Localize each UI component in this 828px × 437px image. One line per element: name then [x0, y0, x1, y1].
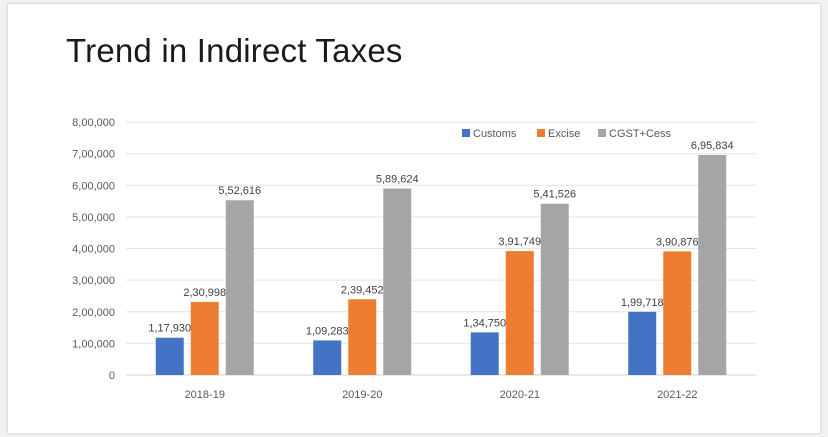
y-tick-label: 1,00,000: [72, 338, 115, 350]
y-tick-label: 0: [109, 370, 115, 382]
data-label: 1,17,930: [148, 323, 191, 335]
data-label: 1,09,283: [306, 325, 349, 337]
bar-cgst-cess: [225, 200, 254, 375]
y-tick-label: 6,00,000: [72, 180, 115, 192]
y-tick-label: 4,00,000: [72, 244, 115, 256]
x-tick-label: 2019-20: [342, 389, 382, 401]
data-label: 3,91,749: [498, 236, 541, 248]
bar-cgst-cess: [698, 154, 727, 375]
data-label: 5,89,624: [376, 174, 419, 186]
bar-cgst-cess: [383, 188, 412, 375]
y-tick-label: 5,00,000: [72, 212, 115, 224]
x-tick-label: 2018-19: [185, 389, 225, 401]
legend-label: Excise: [548, 128, 580, 140]
y-tick-label: 3,00,000: [72, 275, 115, 287]
data-label: 5,41,526: [533, 189, 576, 201]
legend-swatch: [462, 129, 470, 137]
bar-customs: [470, 332, 499, 375]
data-label: 1,34,750: [463, 317, 506, 329]
data-label: 5,52,616: [218, 185, 261, 197]
y-tick-label: 2,00,000: [72, 307, 115, 319]
legend-swatch: [598, 129, 606, 137]
data-label: 6,95,834: [691, 140, 734, 152]
x-tick-label: 2020-21: [500, 389, 540, 401]
slide: Trend in Indirect Taxes: [8, 4, 820, 433]
y-tick-label: 7,00,000: [72, 149, 115, 161]
legend-label: CGST+Cess: [609, 128, 672, 140]
data-label: 3,90,876: [656, 236, 699, 248]
bar-excise: [348, 299, 377, 375]
x-tick-label: 2021-22: [657, 389, 697, 401]
legend-label: Customs: [473, 128, 517, 140]
data-label: 1,99,718: [621, 297, 664, 309]
bar-excise: [663, 251, 692, 375]
legend-swatch: [537, 129, 545, 137]
data-label: 2,30,998: [183, 287, 226, 299]
bar-customs: [628, 311, 657, 375]
bar-customs: [155, 337, 184, 375]
slide-title: Trend in Indirect Taxes: [66, 32, 403, 69]
y-tick-label: 8,00,000: [72, 117, 115, 129]
bar-excise: [190, 301, 219, 375]
data-label: 2,39,452: [341, 284, 384, 296]
bar-customs: [313, 340, 342, 375]
bar-cgst-cess: [540, 203, 569, 375]
bar-excise: [505, 251, 534, 375]
